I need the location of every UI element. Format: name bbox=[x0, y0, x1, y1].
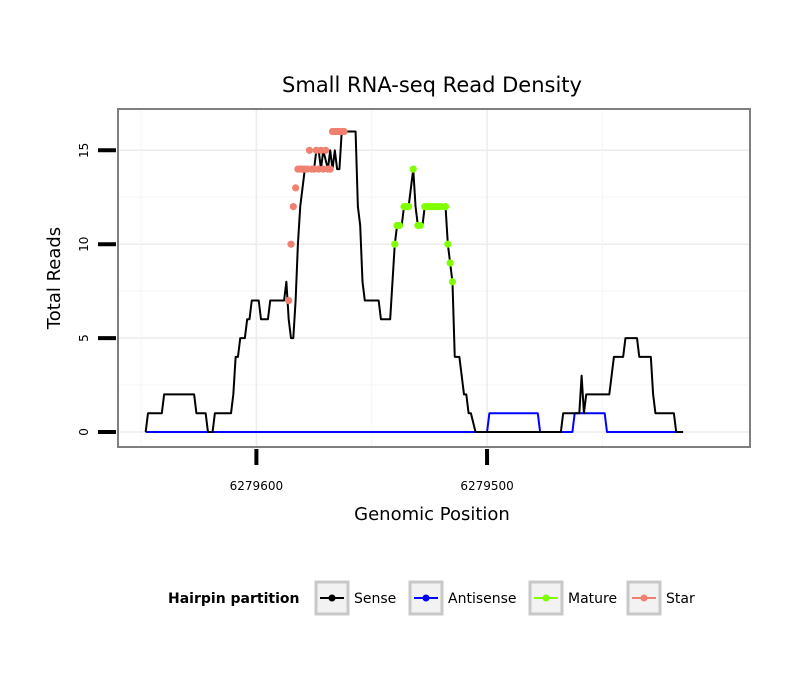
data-point-mature bbox=[405, 203, 413, 211]
legend-key-point bbox=[542, 594, 550, 602]
y-axis-title: Total Reads bbox=[44, 227, 65, 330]
data-point-star bbox=[287, 240, 295, 248]
y-tick-label: 10 bbox=[77, 237, 91, 252]
legend: Hairpin partition Sense Antisense Mature St… bbox=[168, 580, 695, 616]
legend-item-antisense: Antisense bbox=[408, 580, 517, 616]
legend-label: Star bbox=[666, 591, 695, 607]
legend-key-point bbox=[422, 594, 430, 602]
legend-item-sense: Sense bbox=[314, 580, 396, 616]
x-axis-title: Genomic Position bbox=[354, 504, 510, 525]
series-layer bbox=[144, 127, 684, 433]
series-sense bbox=[144, 130, 684, 433]
data-point-mature bbox=[391, 240, 399, 248]
data-point-mature bbox=[444, 240, 452, 248]
series-line-sense bbox=[144, 130, 684, 433]
data-point-mature bbox=[446, 259, 454, 267]
plot-border bbox=[117, 108, 751, 448]
legend-label: Antisense bbox=[448, 591, 517, 607]
plot-area bbox=[117, 108, 751, 448]
data-point-star bbox=[305, 146, 314, 154]
legend-key-point bbox=[640, 594, 648, 602]
grid bbox=[118, 109, 750, 447]
data-point-star bbox=[292, 184, 300, 192]
data-point-star bbox=[326, 165, 334, 173]
legend-title: Hairpin partition bbox=[168, 591, 299, 607]
data-point-star bbox=[340, 127, 348, 136]
x-tick-label: 6279600 bbox=[230, 479, 283, 493]
data-point-mature bbox=[441, 203, 450, 211]
y-tick-label: 5 bbox=[77, 334, 91, 342]
series-mature bbox=[391, 165, 457, 286]
axes: 6279600 6279500 0 5 10 15 bbox=[77, 143, 514, 493]
y-tick-label: 0 bbox=[77, 428, 91, 436]
legend-label: Sense bbox=[354, 591, 396, 607]
series-star bbox=[285, 127, 348, 305]
data-point-star bbox=[285, 296, 293, 305]
data-point-mature bbox=[395, 221, 403, 230]
plot-panel bbox=[118, 109, 750, 447]
legend-item-mature: Mature bbox=[528, 580, 617, 616]
legend-label: Mature bbox=[568, 591, 617, 607]
y-tick-label: 15 bbox=[77, 143, 91, 158]
legend-item-star: Star bbox=[626, 580, 695, 616]
legend-key-point bbox=[328, 594, 336, 602]
data-point-mature bbox=[409, 165, 417, 173]
data-point-mature bbox=[416, 221, 424, 230]
x-tick-label: 6279500 bbox=[460, 479, 513, 493]
data-point-star bbox=[289, 203, 297, 211]
data-point-star bbox=[321, 146, 330, 154]
chart-title: Small RNA-seq Read Density bbox=[282, 73, 582, 97]
data-point-mature bbox=[448, 278, 457, 286]
